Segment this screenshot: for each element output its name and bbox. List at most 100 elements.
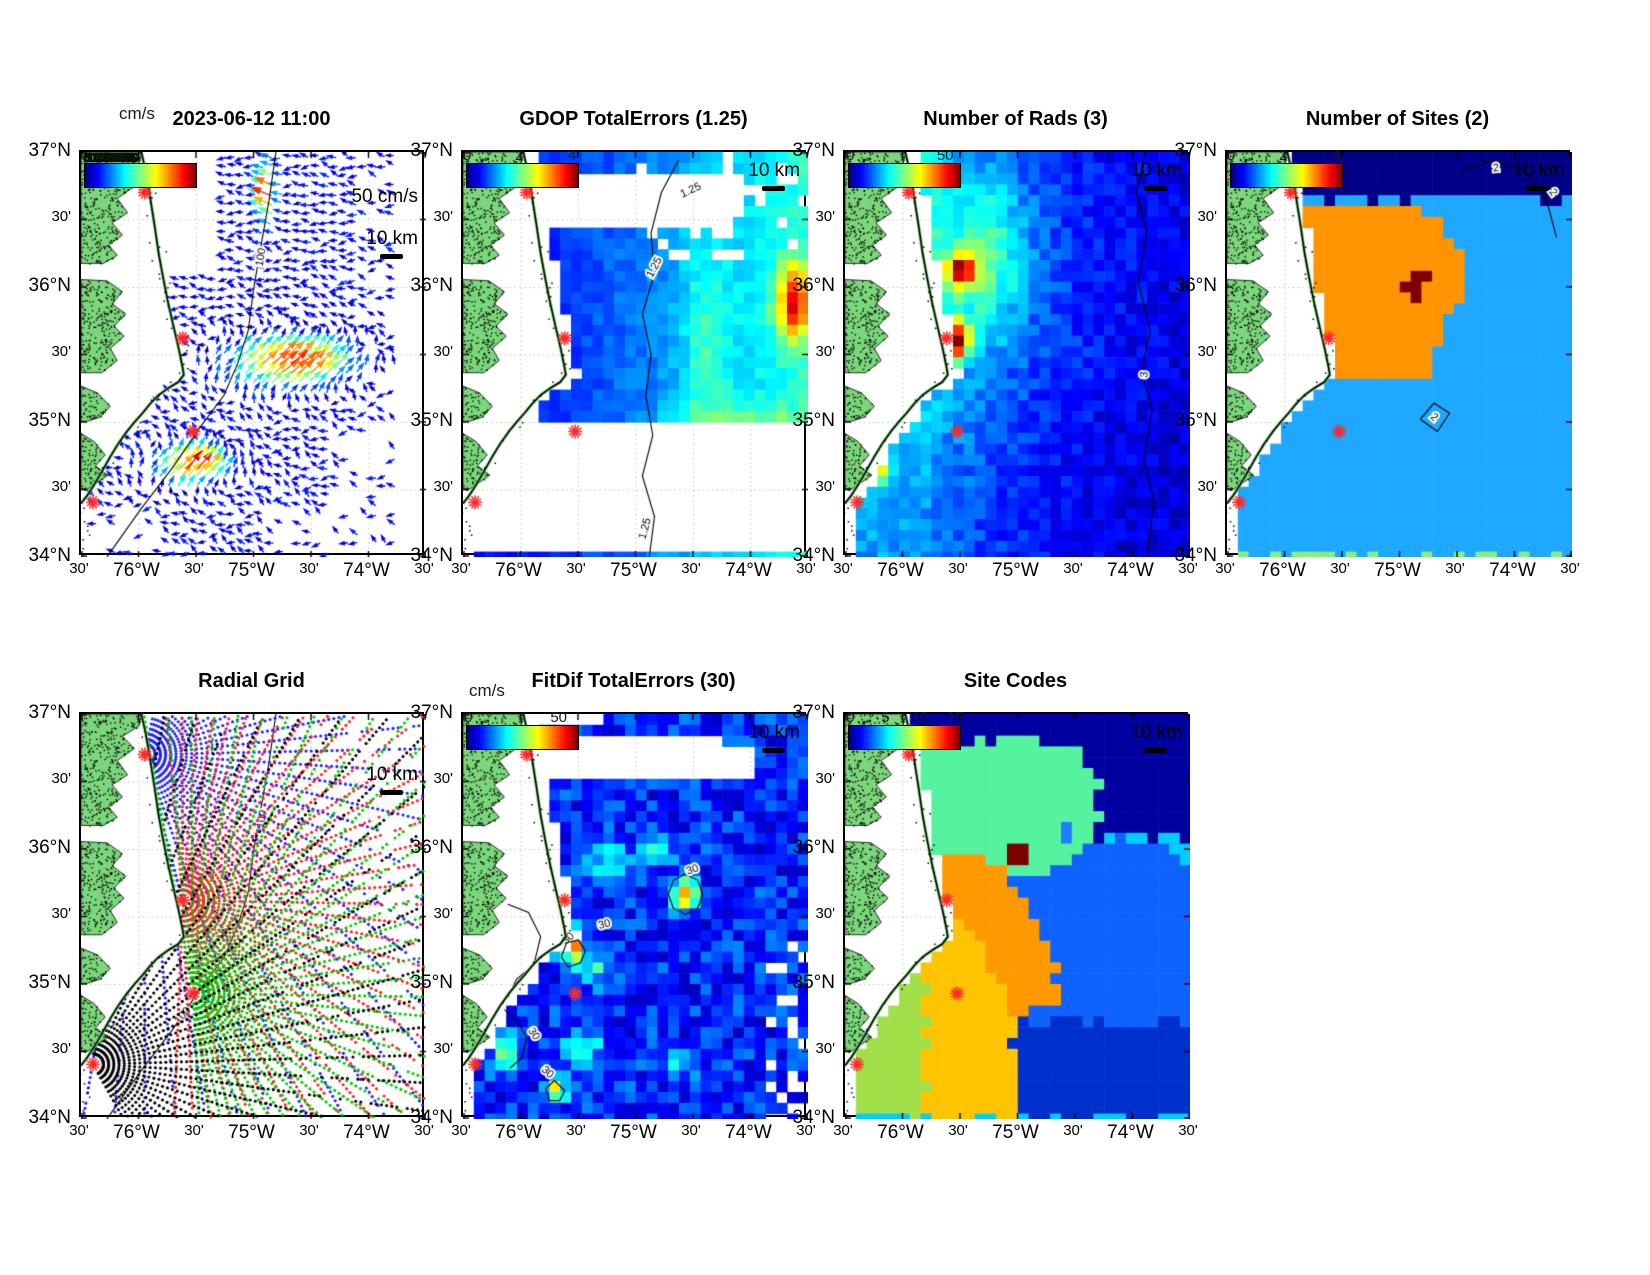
x-tick-label: 75°W	[1374, 560, 1421, 581]
y-tick-label: 35°N	[28, 410, 71, 431]
colorbar-tick-label: 4	[568, 147, 577, 164]
map-canvas-site-codes	[845, 714, 1190, 1119]
x-tick-label: 76°W	[877, 1122, 924, 1143]
y-tick-label: 37°N	[792, 702, 835, 723]
scale-bar	[762, 748, 785, 753]
x-tick-label: 30'	[184, 1122, 204, 1139]
y-tick-label: 30'	[51, 769, 71, 787]
panel-title-number-of-sites: Number of Sites (2)	[1305, 108, 1490, 130]
y-tick-label: 36°N	[28, 275, 71, 296]
x-tick-label: 30'	[1178, 560, 1198, 577]
y-tick-label: 36°N	[1174, 275, 1217, 296]
map-canvas-radial-grid	[81, 714, 426, 1119]
colorbar-tick-label: 50	[936, 147, 954, 164]
x-tick-label: 30'	[681, 560, 701, 577]
y-tick-label: 30'	[815, 207, 835, 225]
x-tick-label: 30'	[69, 1122, 89, 1139]
x-tick-label: 30'	[1445, 560, 1465, 577]
colorbar-surface-currents	[84, 163, 197, 188]
y-tick-label: 30'	[815, 904, 835, 922]
scale-bar-label: 10 km	[366, 228, 418, 249]
x-tick-label: 30'	[681, 1122, 701, 1139]
colorbar-site-codes	[848, 725, 961, 750]
x-tick-label: 30'	[796, 1122, 816, 1139]
y-tick-label: 37°N	[28, 140, 71, 161]
y-tick-label: 30'	[433, 207, 453, 225]
x-tick-label: 75°W	[610, 1122, 657, 1143]
x-tick-label: 74°W	[343, 560, 390, 581]
y-tick-label: 30'	[433, 1039, 453, 1057]
x-tick-label: 30'	[948, 560, 968, 577]
colorbar-tick-label: 2	[1278, 147, 1288, 164]
x-tick-label: 75°W	[610, 560, 657, 581]
colorbar-tick-label: 10	[911, 709, 929, 726]
scale-bar	[1144, 748, 1167, 753]
x-tick-label: 76°W	[495, 1122, 542, 1143]
x-tick-label: 30'	[184, 560, 204, 577]
y-tick-label: 30'	[433, 477, 453, 495]
x-tick-label: 76°W	[877, 560, 924, 581]
scale-bar-label: 10 km	[1512, 160, 1564, 181]
y-tick-label: 30'	[51, 207, 71, 225]
scale-bar-label: 10 km	[748, 722, 800, 743]
colorbar-fitdif-total-errors	[466, 725, 579, 750]
x-tick-label: 75°W	[992, 1122, 1039, 1143]
x-tick-label: 30'	[833, 560, 853, 577]
y-tick-label: 30'	[433, 342, 453, 360]
colorbar-tick-label: 0	[464, 709, 473, 726]
map-canvas-number-of-rads	[845, 152, 1190, 557]
x-tick-label: 76°W	[1259, 560, 1306, 581]
x-tick-label: 75°W	[992, 560, 1039, 581]
colorbar-overlapped-ticks: 0 5 10 15 20 25 30 35 40 45 50 55 60	[83, 150, 139, 163]
x-tick-label: 30'	[948, 1122, 968, 1139]
map-canvas-fitdif-total-errors	[463, 714, 808, 1119]
y-tick-label: 36°N	[410, 275, 453, 296]
y-tick-label: 34°N	[792, 545, 835, 566]
y-tick-label: 30'	[815, 477, 835, 495]
y-tick-label: 30'	[815, 769, 835, 787]
colorbar-number-of-sites	[1230, 163, 1343, 188]
y-tick-label: 30'	[51, 904, 71, 922]
vector-scale-label: 50 cm/s	[351, 186, 418, 207]
x-tick-label: 74°W	[1107, 560, 1154, 581]
plot-box-number-of-rads	[843, 150, 1190, 557]
x-tick-label: 30'	[1063, 1122, 1083, 1139]
y-tick-label: 34°N	[410, 545, 453, 566]
y-tick-label: 30'	[1197, 207, 1217, 225]
plot-box-radial-grid	[79, 712, 426, 1119]
colorbar-tick-label: 0	[462, 147, 472, 164]
y-tick-label: 35°N	[28, 972, 71, 993]
units-label-fitdif-total-errors: cm/s	[469, 681, 505, 700]
y-tick-label: 35°N	[792, 410, 835, 431]
colorbar-tick-label: 2	[514, 147, 524, 164]
y-tick-label: 30'	[815, 1039, 835, 1057]
y-tick-label: 30'	[51, 342, 71, 360]
scale-bar-label: 10 km	[366, 764, 418, 785]
x-tick-label: 30'	[1330, 560, 1350, 577]
y-tick-label: 34°N	[792, 1107, 835, 1128]
x-tick-label: 74°W	[1107, 1122, 1154, 1143]
y-tick-label: 30'	[433, 769, 453, 787]
y-tick-label: 30'	[815, 342, 835, 360]
panel-title-surface-currents: 2023-06-12 11:00	[172, 108, 331, 130]
y-tick-label: 34°N	[1174, 545, 1217, 566]
x-tick-label: 74°W	[343, 1122, 390, 1143]
plot-box-number-of-sites	[1225, 150, 1572, 557]
scale-bar-label: 10 km	[1130, 722, 1182, 743]
x-tick-label: 30'	[1063, 560, 1083, 577]
plot-box-fitdif-total-errors	[461, 712, 808, 1119]
x-tick-label: 30'	[1215, 560, 1235, 577]
x-tick-label: 30'	[566, 560, 586, 577]
y-tick-label: 30'	[433, 904, 453, 922]
x-tick-label: 30'	[414, 1122, 434, 1139]
plot-box-gdop-total-errors	[461, 150, 808, 557]
panel-title-site-codes: Site Codes	[963, 670, 1068, 692]
y-tick-label: 36°N	[792, 837, 835, 858]
y-tick-label: 35°N	[410, 972, 453, 993]
panel-title-fitdif-total-errors: FitDif TotalErrors (30)	[531, 670, 736, 692]
y-tick-label: 30'	[51, 1039, 71, 1057]
x-tick-label: 74°W	[725, 560, 772, 581]
y-tick-label: 37°N	[410, 702, 453, 723]
x-tick-label: 30'	[299, 1122, 319, 1139]
